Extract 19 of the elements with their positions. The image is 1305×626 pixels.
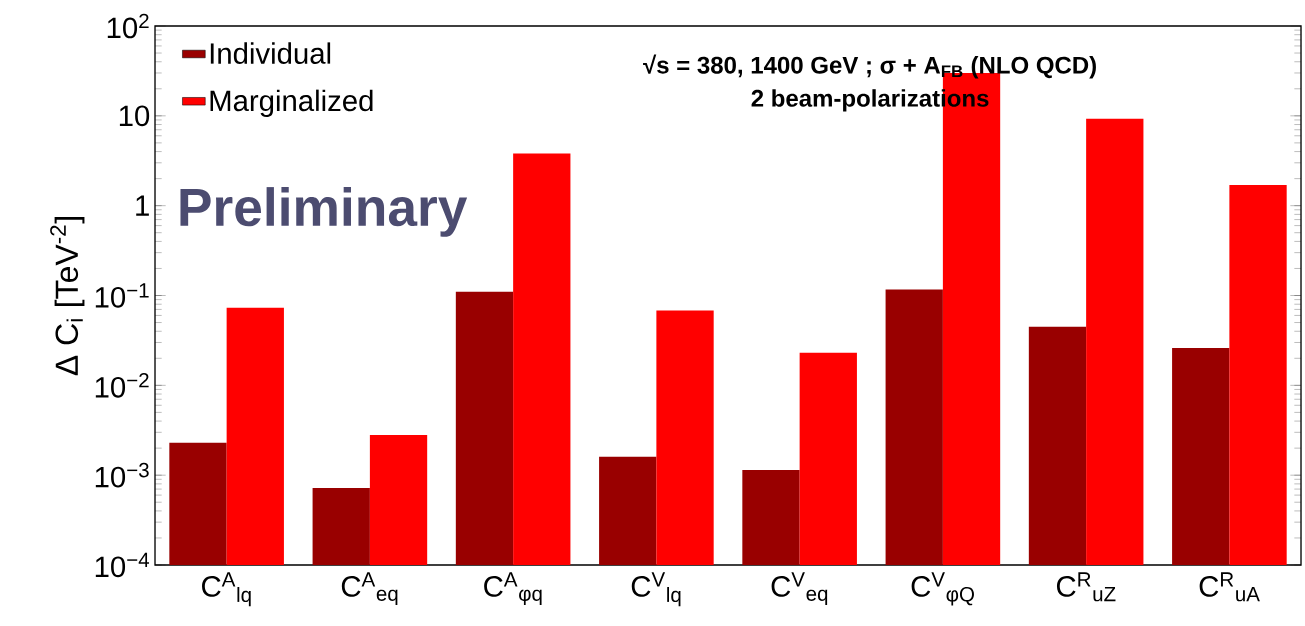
y-tick-label: 10$^{−3}$ xyxy=(95,462,149,488)
y-tick-label: 1 xyxy=(136,195,149,216)
x-tick-label: C$^{A}$lq xyxy=(202,572,251,607)
y-tick-label: 10$^{−2}$ xyxy=(95,373,149,398)
legend-label: Marginalized xyxy=(210,89,373,117)
x-tick-label: C$^{R}$uA xyxy=(1199,572,1260,602)
y-tick-label: 10 xyxy=(119,105,150,127)
y-axis-title: Δ C$_{i}$ [TeV$^{-2}$] xyxy=(50,217,85,376)
x-tick-label: C$^{V}$eq xyxy=(771,572,828,605)
x-tick-label: C$^{V}$φQ xyxy=(911,572,974,606)
y-tick-label: 10$^{−4}$ xyxy=(95,552,150,578)
y-tick-label: 10$^{−1}$ xyxy=(95,283,149,308)
x-tick-label: C$^{A}$φq xyxy=(484,572,542,605)
annotation: Preliminary xyxy=(180,187,468,237)
x-tick-label: C$^{A}$eq xyxy=(341,572,398,605)
x-tick-label: C$^{R}$uZ xyxy=(1056,572,1116,602)
y-tick-label: 10$^{2}$ xyxy=(107,13,149,39)
x-tick-label: C$^{V}$lq xyxy=(631,572,681,607)
legend-label: Individual xyxy=(210,42,331,64)
